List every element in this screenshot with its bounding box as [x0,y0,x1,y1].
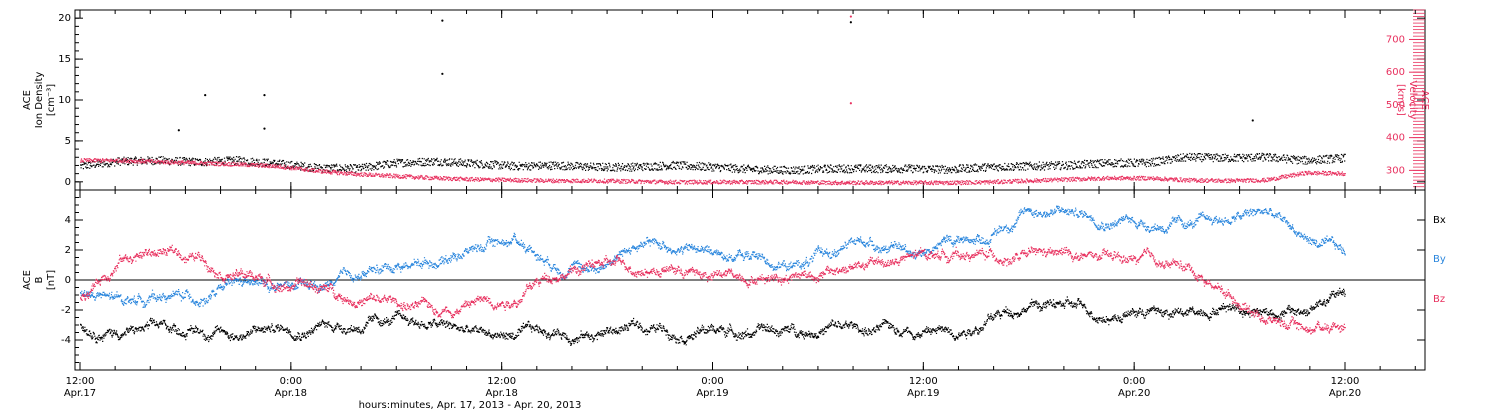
legend-bx: Bx [1433,215,1446,226]
velocity-series [80,158,1346,186]
bottom-panel-ticks: -4 -2 0 2 4 [61,197,1425,363]
outlier-point-0 [441,19,444,22]
velocity-axis-ticks: 300 400 500 600 700 [1386,9,1425,188]
outlier-point-2 [204,93,207,97]
velocity-axis-label: ACE Velocity [km/s] [1395,80,1430,119]
outlier-point-6 [849,21,852,24]
x-tick-date-2: Apr.18 [486,388,518,399]
density-label-line3: [cm⁻³] [46,84,57,116]
x-tick-time-1: 0:00 [280,376,302,387]
bottom-panel-series [80,205,1346,346]
top-panel-frame [74,9,1426,191]
b-tick-label-1: -2 [61,305,71,316]
top-panel-series [80,15,1346,186]
outlier-point-7 [849,15,852,18]
density-tick-label-0: 0 [65,177,71,188]
velocity-label-line1: ACE [1419,90,1430,110]
x-tick-time-0: 12:00 [66,376,95,387]
velocity-tick-label-3: 600 [1386,67,1405,78]
velocity-tick-label-2: 500 [1386,100,1405,111]
density-tick-label-3: 15 [58,54,71,65]
x-tick-time-3: 0:00 [701,376,723,387]
density-series [80,152,1346,175]
outlier-point-3 [263,93,266,97]
legend-by: By [1433,254,1446,265]
b-label-line2: B [34,276,45,283]
legend-bz: Bz [1433,294,1445,305]
x-axis-title: hours:minutes, Apr. 17, 2013 - Apr. 20, … [359,400,582,410]
b-tick-label-2: 0 [65,275,71,286]
x-tick-time-6: 12:00 [1331,376,1360,387]
x-tick-date-3: Apr.19 [696,388,728,399]
outlier-point-8 [849,102,852,105]
velocity-tick-label-1: 400 [1386,133,1405,144]
b-label-line1: ACE [22,270,33,290]
x-tick-date-4: Apr.19 [907,388,939,399]
x-tick-time-5: 0:00 [1123,376,1145,387]
legend: Bx By Bz [1433,215,1446,305]
bz-series [80,244,1346,335]
velocity-tick-label-0: 300 [1386,165,1405,176]
bx-series [80,287,1346,346]
density-tick-label-1: 5 [65,136,71,147]
b-tick-label-0: -4 [61,335,71,346]
b-field-axis-label: ACE B [nT] [22,270,57,290]
b-tick-label-4: 4 [65,215,71,226]
density-axis-label: ACE Ion Density [cm⁻³] [22,72,57,129]
outlier-point-9 [1251,119,1254,122]
b-label-line3: [nT] [46,270,57,290]
density-tick-label-4: 20 [58,13,71,24]
outlier-point-5 [177,129,180,132]
density-label-line1: ACE [22,90,33,110]
b-tick-label-3: 2 [65,245,71,256]
velocity-label-line3: [km/s] [1395,84,1406,116]
x-tick-time-4: 12:00 [909,376,938,387]
outlier-point-4 [263,127,266,130]
density-label-line2: Ion Density [34,72,45,129]
by-series [80,205,1346,308]
x-tick-date-1: Apr.18 [275,388,307,399]
velocity-label-line2: Velocity [1407,80,1418,119]
x-axis-ticks: 12:00Apr.170:00Apr.1812:00Apr.180:00Apr.… [64,10,1416,399]
x-tick-time-2: 12:00 [487,376,516,387]
velocity-tick-label-4: 700 [1386,34,1405,45]
x-tick-date-6: Apr.20 [1329,388,1361,399]
outlier-point-1 [441,72,444,75]
density-tick-label-2: 10 [58,95,71,106]
x-tick-date-0: Apr.17 [64,388,96,399]
x-tick-date-5: Apr.20 [1118,388,1150,399]
